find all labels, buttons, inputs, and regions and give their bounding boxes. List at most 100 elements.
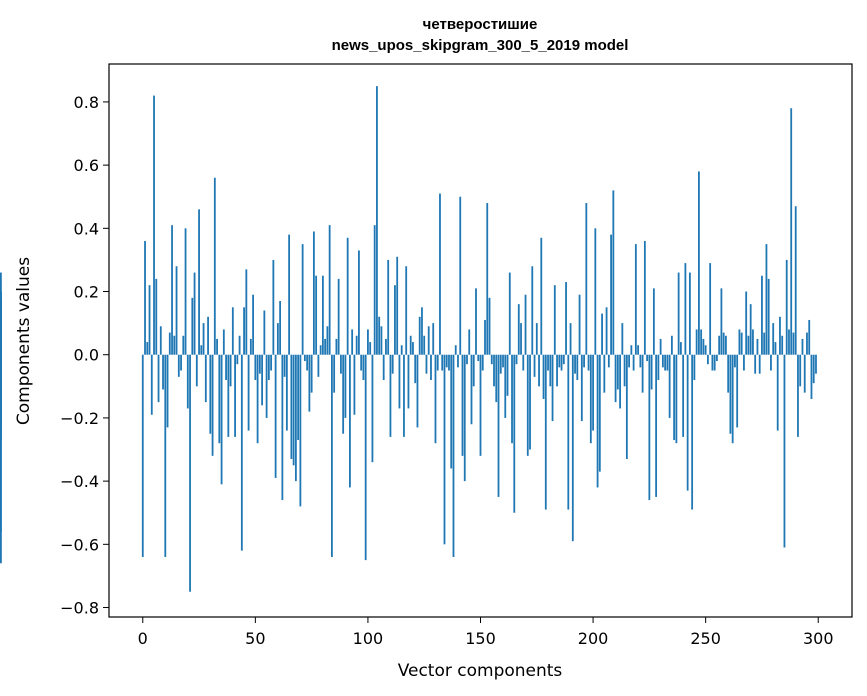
bar-167 [517,304,520,355]
bar-11 [166,354,169,428]
bar-158 [497,354,500,497]
bar-46 [245,269,248,355]
bar-45 [243,307,245,355]
bar-160 [502,354,504,368]
bar-266 [740,332,743,355]
bar-116 [403,354,405,437]
bar-239 [679,342,682,355]
bar-171 [526,354,529,456]
bar-156 [493,354,495,387]
bar-272 [754,354,757,374]
bar-205 [603,354,606,393]
bar-3 [148,285,151,355]
bar-48 [249,338,252,355]
bar-112 [394,285,396,355]
bar-102 [371,354,374,463]
bar-150 [479,354,482,456]
bar-168 [520,323,522,355]
bar-170 [524,294,527,355]
bar-4 [150,354,153,415]
bar-129 [432,323,435,355]
bar-24 [195,354,198,387]
bar-262 [731,354,734,444]
bar-148 [475,288,477,355]
chart-title-line2: news_upos_skipgram_300_5_2019 model [332,37,629,54]
bars-group [0,86,817,592]
bar-21 [189,354,191,592]
bar-121 [414,354,417,384]
bar-309 [0,354,2,532]
bar-203 [598,354,601,472]
bar-138 [452,354,455,557]
bar-236 [673,354,676,441]
bar-165 [513,354,516,513]
bar-87 [337,278,340,355]
bar-186 [560,354,563,371]
bar-275 [761,275,763,355]
bar-189 [567,354,570,510]
bar-172 [529,354,531,450]
plot-frame [108,63,853,618]
bar-159 [499,354,502,374]
bar-290 [794,206,797,355]
bar-6 [155,278,158,355]
bar-223 [643,240,646,355]
bar-164 [511,354,513,444]
bar-68 [294,354,297,482]
bar-188 [565,282,567,355]
y-tick-label: −0.8 [60,599,99,618]
x-tick-label: 0 [138,629,148,648]
bar-227 [652,288,655,355]
bar-217 [630,345,633,355]
bar-219 [634,244,637,355]
bar-76 [312,231,315,355]
bar-91 [346,237,349,355]
bar-231 [661,354,664,368]
bar-136 [448,354,450,371]
bar-166 [515,354,518,365]
bar-276 [763,332,766,355]
bar-88 [340,354,342,374]
bar-221 [639,354,642,368]
axes-group: 0 50 100 150 200 250 300 −0.8 −0.6 −0.4 −0.2 0.0 0.2… [60,93,833,648]
y-tick-label: 0.6 [74,156,99,175]
bar-141 [459,196,462,355]
bar-181 [549,354,552,387]
bar-263 [734,354,736,368]
bar-254 [713,354,716,371]
bar-58 [272,259,275,355]
bar-8 [159,326,162,355]
bar-267 [743,354,745,371]
bar-286 [785,259,788,355]
bar-65 [288,234,291,355]
bar-218 [632,354,635,371]
bar-124 [421,307,423,355]
bar-86 [335,338,338,355]
bar-229 [657,354,660,380]
bar-14 [173,335,176,355]
bar-103 [373,225,376,355]
bar-187 [562,354,565,365]
bar-281 [774,342,777,355]
bar-240 [682,354,685,437]
bar-59 [274,354,277,478]
bar-34 [218,354,221,444]
bar-77 [315,275,318,355]
bar-1 [144,240,146,355]
bar-81 [324,338,327,355]
bar-259 [725,335,727,355]
bar-234 [668,354,671,418]
bar-120 [412,342,414,355]
bar-70 [299,354,302,507]
bar-144 [466,354,468,365]
bar-30 [209,354,212,434]
bar-115 [400,345,403,355]
x-tick-label: 250 [690,629,721,648]
bar-246 [695,329,698,355]
bar-38 [227,354,230,437]
bar-268 [745,291,748,355]
bar-280 [772,323,775,355]
x-tick-label: 200 [578,629,609,648]
bar-173 [531,266,534,355]
bar-52 [258,354,261,374]
